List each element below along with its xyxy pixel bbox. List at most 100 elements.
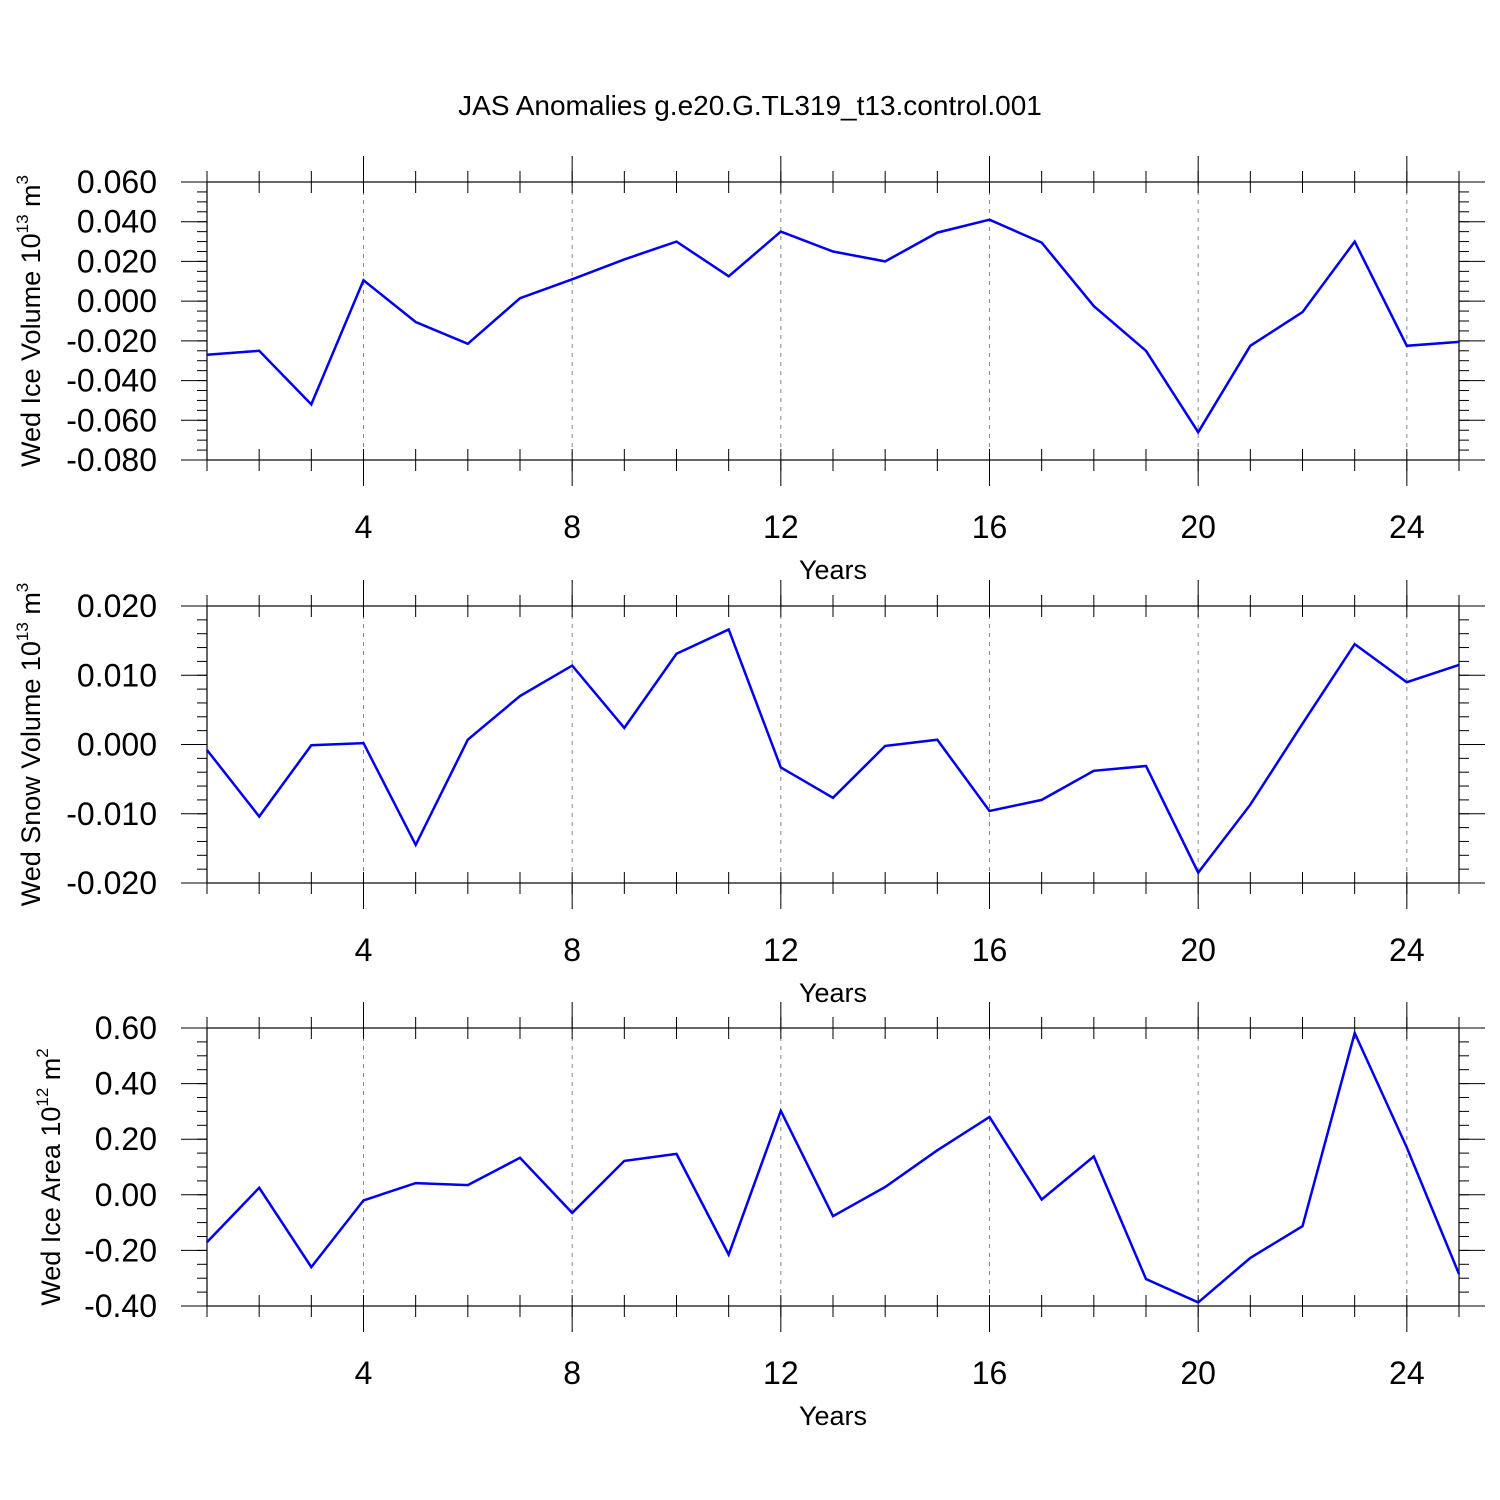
y-axis-label: Wed Ice Area 1012 m2 [33, 1048, 66, 1306]
y-tick-label: 0.000 [77, 283, 157, 319]
data-point [414, 844, 417, 846]
y-tick-label: 0.20 [95, 1121, 157, 1157]
data-point [571, 664, 573, 667]
data-point [1040, 241, 1043, 244]
data-point [1093, 305, 1095, 307]
data-point [467, 343, 469, 345]
y-tick-label: -0.040 [66, 363, 157, 399]
x-tick-label: 12 [763, 509, 799, 545]
figure-title: JAS Anomalies g.e20.G.TL319_t13.control.… [458, 90, 1042, 121]
x-tick-label: 24 [1389, 509, 1425, 545]
y-label-unit: m [16, 592, 46, 622]
series-line [206, 627, 1460, 875]
data-point [414, 1182, 417, 1184]
data-point [1197, 1301, 1199, 1304]
data-point [780, 766, 782, 769]
x-tick-label: 16 [972, 509, 1008, 545]
x-tick-label: 12 [763, 1355, 799, 1391]
y-axis-label: Wed Ice Volume 1013 m3 [13, 175, 46, 467]
chart-panel-2: 4 8 12 16 20 24 -0.020 -0.010 0.000 0.010 0.020 Yea… [13, 580, 1485, 1008]
y-label-unit: m [16, 184, 46, 214]
data-point [936, 1149, 939, 1152]
data-point [780, 230, 782, 233]
y-tick-label: 0.60 [95, 1010, 157, 1046]
data-point [519, 1157, 521, 1159]
data-point [1249, 803, 1252, 806]
plot-frame [206, 1027, 1460, 1307]
data-point [258, 1187, 260, 1189]
data-point [467, 738, 469, 741]
y-label-text: Wed Ice Area 10 [36, 1107, 66, 1306]
y-label-text: Wed Ice Volume 10 [16, 233, 46, 467]
data-point [519, 695, 521, 697]
y-tick-label: -0.020 [66, 323, 157, 359]
y-tick-label: 0.040 [77, 204, 157, 240]
data-point [1406, 345, 1408, 347]
y-tick-label: -0.060 [66, 402, 157, 438]
data-point [1458, 341, 1460, 343]
x-tick-label: 4 [355, 1355, 373, 1391]
data-point [310, 403, 313, 406]
data-point [988, 218, 991, 221]
data-point [623, 258, 626, 261]
data-point [414, 321, 417, 323]
data-point [1353, 643, 1356, 645]
x-tick-label: 8 [563, 932, 581, 968]
y-label-text: Wed Snow Volume 10 [16, 641, 46, 906]
y-tick-label: 0.060 [77, 164, 157, 200]
y-tick-label: -0.080 [66, 442, 157, 478]
data-point [988, 1116, 991, 1118]
chart-panel-1: 4 8 12 16 20 24 -0.080 -0.060-0.040 -0.020 0.000 0… [13, 156, 1485, 585]
y-tick-label: 0.00 [95, 1177, 157, 1213]
data-point [1301, 1225, 1304, 1228]
data-point [571, 278, 573, 281]
data-point [727, 1253, 730, 1256]
data-point [206, 353, 208, 356]
data-point [571, 1212, 573, 1214]
data-point [362, 279, 365, 282]
data-point [362, 1199, 365, 1202]
data-point [258, 349, 260, 352]
data-point [1040, 1198, 1043, 1201]
y-label-unit: m [36, 1058, 66, 1088]
data-point [936, 231, 939, 234]
data-point [1197, 431, 1199, 434]
data-point [1093, 1155, 1095, 1158]
y-tick-label: -0.20 [84, 1232, 157, 1268]
x-tick-label: 16 [972, 932, 1008, 968]
data-point [258, 815, 260, 818]
data-point [1301, 722, 1304, 725]
y-label-unit-exponent: 3 [13, 175, 32, 184]
data-point [623, 1160, 626, 1162]
data-point [1145, 765, 1147, 767]
data-point [936, 738, 939, 741]
data-point [310, 1266, 313, 1268]
data-point [727, 628, 730, 631]
x-axis-label: Years [799, 1401, 867, 1431]
x-axis-label: Years [799, 978, 867, 1008]
data-point [1406, 1146, 1408, 1149]
y-tick-label: -0.010 [66, 796, 157, 832]
data-point [675, 652, 678, 655]
data-point [1353, 1032, 1356, 1034]
x-tick-label: 4 [355, 932, 373, 968]
chart-panel-3: 4 8 12 16 20 24 -0.40 -0.20 0.00 0.20 0.40 0.60 Year… [33, 1002, 1485, 1431]
data-point [884, 745, 886, 747]
y-tick-label: 0.020 [77, 588, 157, 624]
y-label-unit-exponent: 2 [33, 1048, 52, 1057]
data-point [1301, 311, 1304, 313]
data-point [1406, 681, 1408, 683]
data-point [780, 1110, 782, 1112]
data-point [727, 275, 730, 278]
data-point [884, 1186, 886, 1188]
data-point [362, 742, 365, 744]
y-axis-label: Wed Snow Volume 1013 m3 [13, 583, 46, 907]
x-tick-label: 16 [972, 1355, 1008, 1391]
data-point [206, 1241, 208, 1243]
x-axis-label: Years [799, 555, 867, 585]
data-point [1249, 1257, 1252, 1259]
y-tick-label: 0.000 [77, 727, 157, 763]
data-point [1145, 1278, 1147, 1280]
y-label-exponent: 13 [13, 622, 32, 641]
